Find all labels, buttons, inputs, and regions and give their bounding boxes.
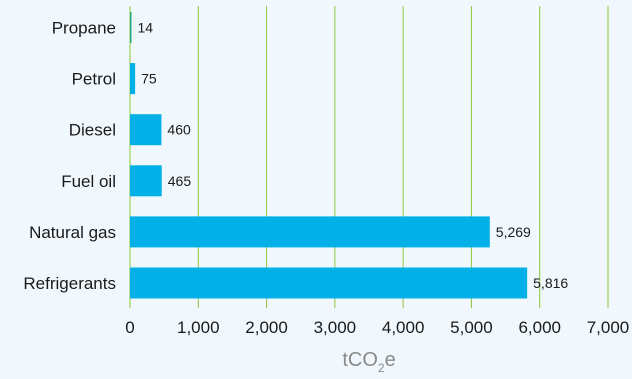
category-label: Natural gas xyxy=(29,223,116,242)
category-label: Diesel xyxy=(69,121,116,140)
bar xyxy=(130,114,162,146)
value-labels: 14 75 460 465 5,269 5,816 xyxy=(138,20,569,292)
x-axis-title-main: tCO xyxy=(342,349,378,371)
value-label: 5,269 xyxy=(496,224,531,240)
bars xyxy=(130,12,528,299)
x-tick-label: 2,000 xyxy=(245,318,288,337)
x-tick-label: 1,000 xyxy=(177,318,220,337)
value-label: 465 xyxy=(168,173,192,189)
category-label: Refrigerants xyxy=(23,274,116,293)
bar xyxy=(130,63,136,95)
x-tick-label: 6,000 xyxy=(518,318,561,337)
value-label: 14 xyxy=(138,20,154,36)
value-label: 5,816 xyxy=(533,275,568,291)
category-labels: Propane Petrol Diesel Fuel oil Natural gas Re… xyxy=(23,19,116,294)
gridlines xyxy=(129,6,609,308)
value-label: 75 xyxy=(141,71,157,87)
x-tick-label: 4,000 xyxy=(382,318,425,337)
x-tick-label: 0 xyxy=(125,318,134,337)
bar xyxy=(130,216,490,248)
x-axis-title-suffix: e xyxy=(385,349,396,371)
x-axis-title-subscript: 2 xyxy=(378,361,385,375)
x-tick-label: 3,000 xyxy=(314,318,357,337)
category-label: Fuel oil xyxy=(61,172,116,191)
x-axis-ticks: 0 1,000 2,000 3,000 4,000 5,000 6,000 7,000 xyxy=(125,318,629,337)
x-axis-title: tCO2e xyxy=(342,349,395,375)
x-tick-label: 5,000 xyxy=(450,318,493,337)
bar xyxy=(130,165,162,197)
value-label: 460 xyxy=(167,122,191,138)
category-label: Petrol xyxy=(72,70,116,89)
bar xyxy=(130,267,528,299)
x-tick-label: 7,000 xyxy=(587,318,630,337)
category-label: Propane xyxy=(52,19,116,38)
bar xyxy=(130,12,132,43)
